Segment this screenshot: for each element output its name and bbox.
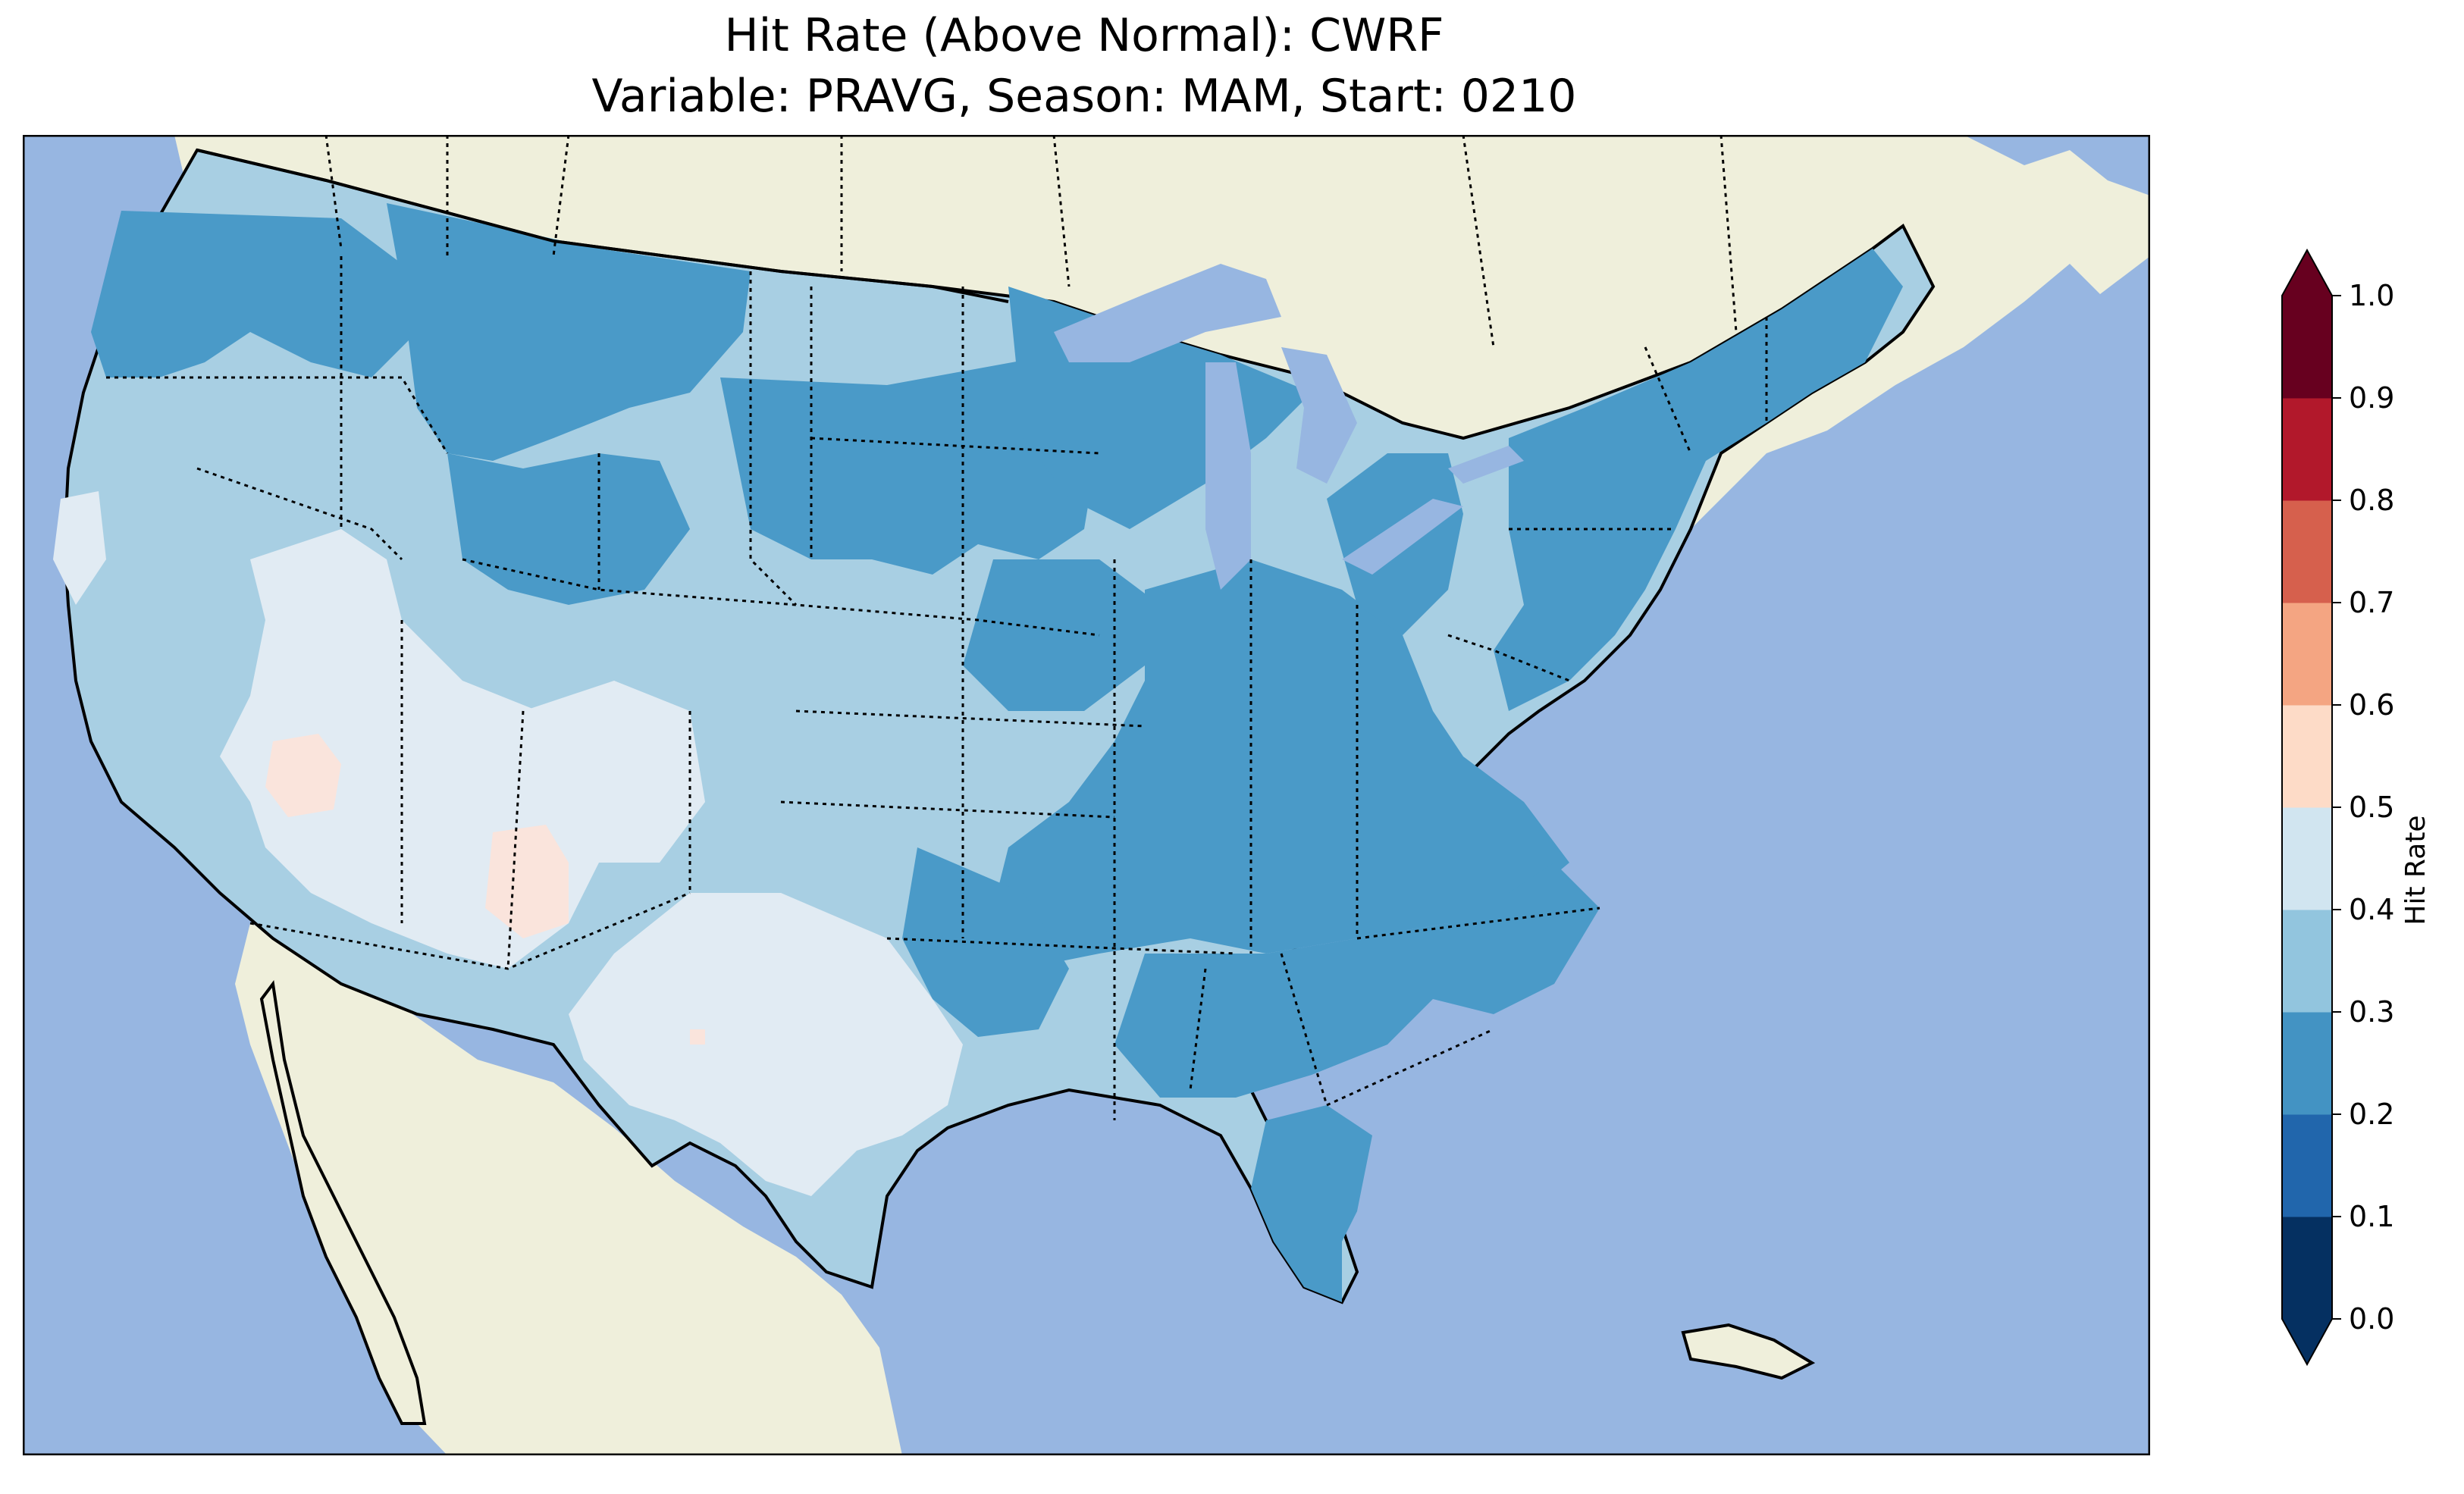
- lake-erie: [1342, 499, 1463, 575]
- map-panel: [23, 135, 2150, 1455]
- lake-michigan: [1205, 362, 1251, 590]
- colorbar-tick-label: 0.3: [2349, 995, 2394, 1029]
- colorbar-tick-label: 0.7: [2349, 586, 2394, 619]
- region-northeast: [1494, 249, 1903, 711]
- colorbar-tick-label: 0.4: [2349, 893, 2394, 926]
- region-southeast: [1114, 863, 1600, 1098]
- colorbar-label: Hit Rate: [2400, 815, 2431, 925]
- region-northwest-new-mexico: [485, 825, 569, 938]
- region-southern-nevada: [265, 734, 341, 817]
- colorbar-segment: [2282, 500, 2332, 603]
- lake-ontario: [1448, 446, 1524, 484]
- colorbar-segment: [2282, 1012, 2332, 1115]
- colorbar-segment: [2282, 1217, 2332, 1320]
- colorbar-segments: [2281, 248, 2333, 1367]
- colorbar-tick-label: 0.5: [2349, 791, 2394, 824]
- colorbar-segment: [2282, 603, 2332, 706]
- colorbar-tick-label: 0.9: [2349, 381, 2394, 415]
- colorbar-tick-label: 1.0: [2349, 279, 2394, 312]
- map-title-line-1: Hit Rate (Above Normal): CWRF: [724, 9, 1444, 62]
- colorbar-segment: [2282, 807, 2332, 910]
- region-florida: [1251, 1105, 1372, 1302]
- region-ohio-valley: [993, 559, 1569, 969]
- lake-superior: [1054, 264, 1281, 362]
- colorbar-segment: [2282, 296, 2332, 399]
- colorbar-outline: [2281, 248, 2333, 1367]
- colorbar-tick-label: 0.2: [2349, 1098, 2394, 1131]
- region-four-corners: [523, 681, 705, 863]
- region-pacific-northwest: [91, 211, 417, 377]
- region-west-texas-speck: [690, 1029, 705, 1045]
- colorbar-ticks: 0.0 0.1 0.2 0.3 0.4 0.5 0.6 0.7 0.8 0.9 1.0: [2332, 279, 2394, 1336]
- field-level-0-2-0-3: [91, 203, 1903, 1302]
- us-canada-border: [196, 149, 1009, 303]
- field-level-0-5-0-6: [265, 734, 705, 1045]
- colorbar-segment: [2282, 398, 2332, 501]
- colorbar-extend-min: [2282, 1319, 2332, 1364]
- region-northern-rockies: [387, 203, 751, 461]
- map-border: [23, 135, 2150, 1455]
- canada-provinces: [324, 135, 1738, 348]
- baja-peninsula: [259, 979, 427, 1425]
- cuba-island: [1681, 1323, 1816, 1380]
- colorbar-tick-label: 0.0: [2349, 1302, 2394, 1336]
- colorbar-segment: [2282, 1114, 2332, 1217]
- lake-huron: [1281, 347, 1357, 484]
- colorbar-extend-max: [2282, 250, 2332, 296]
- colorbar-segment: [2282, 910, 2332, 1013]
- region-arkansas-louisiana: [902, 847, 1069, 1037]
- region-northern-california-coast: [53, 491, 106, 605]
- colorbar-tick-label: 0.8: [2349, 484, 2394, 517]
- region-missouri-valley: [963, 559, 1160, 711]
- colorbar-tick-label: 0.6: [2349, 688, 2394, 722]
- colorbar-segment: [2282, 705, 2332, 808]
- region-texas: [569, 893, 963, 1196]
- mexico-land: [235, 923, 902, 1455]
- colorbar-tick-label: 0.1: [2349, 1200, 2394, 1233]
- region-idaho-wyoming: [447, 453, 690, 605]
- region-northern-plains: [720, 355, 1099, 575]
- map-title-line-2: Variable: PRAVG, Season: MAM, Start: 021…: [591, 70, 1577, 123]
- state-borders: [106, 256, 1768, 1120]
- great-lakes: [1054, 264, 1524, 590]
